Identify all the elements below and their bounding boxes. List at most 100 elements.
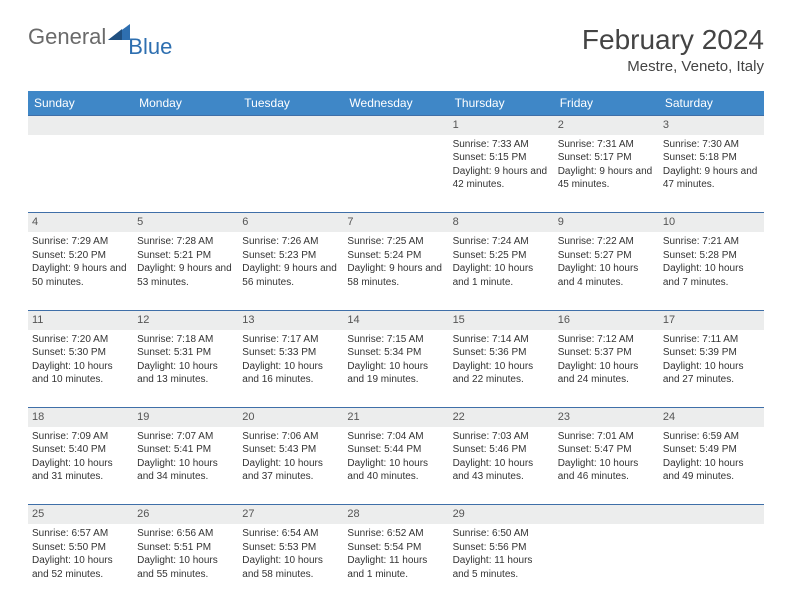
day-cell <box>238 135 343 213</box>
sunset-text: Sunset: 5:53 PM <box>242 541 339 555</box>
sunrise-text: Sunrise: 7:01 AM <box>558 430 655 444</box>
day-number: 3 <box>659 116 764 135</box>
sunrise-text: Sunrise: 7:15 AM <box>347 333 444 347</box>
sunset-text: Sunset: 5:34 PM <box>347 346 444 360</box>
daylight-text: Daylight: 9 hours and 56 minutes. <box>242 262 339 289</box>
sunrise-text: Sunrise: 7:25 AM <box>347 235 444 249</box>
day-number: 22 <box>449 408 554 427</box>
logo-text-blue: Blue <box>128 34 172 60</box>
day-number: 4 <box>28 213 133 232</box>
daylight-text: Daylight: 10 hours and 52 minutes. <box>32 554 129 581</box>
day-cell: Sunrise: 6:56 AMSunset: 5:51 PMDaylight:… <box>133 524 238 602</box>
daylight-text: Daylight: 10 hours and 13 minutes. <box>137 360 234 387</box>
day-number <box>343 116 448 135</box>
location: Mestre, Veneto, Italy <box>582 58 764 75</box>
daylight-text: Daylight: 10 hours and 1 minute. <box>453 262 550 289</box>
sunset-text: Sunset: 5:54 PM <box>347 541 444 555</box>
sunset-text: Sunset: 5:30 PM <box>32 346 129 360</box>
daylight-text: Daylight: 10 hours and 34 minutes. <box>137 457 234 484</box>
day-number <box>659 505 764 524</box>
sunset-text: Sunset: 5:47 PM <box>558 443 655 457</box>
weekday-header: Wednesday <box>343 91 448 116</box>
day-number: 5 <box>133 213 238 232</box>
sunrise-text: Sunrise: 6:59 AM <box>663 430 760 444</box>
day-number: 7 <box>343 213 448 232</box>
day-cell: Sunrise: 7:33 AMSunset: 5:15 PMDaylight:… <box>449 135 554 213</box>
daylight-text: Daylight: 10 hours and 40 minutes. <box>347 457 444 484</box>
sunset-text: Sunset: 5:24 PM <box>347 249 444 263</box>
day-number-row: 2526272829 <box>28 505 764 524</box>
day-number: 29 <box>449 505 554 524</box>
weekday-header: Saturday <box>659 91 764 116</box>
logo-triangle-icon <box>108 22 130 45</box>
day-cell: Sunrise: 7:09 AMSunset: 5:40 PMDaylight:… <box>28 427 133 505</box>
logo: General Blue <box>28 24 176 50</box>
day-cell: Sunrise: 7:12 AMSunset: 5:37 PMDaylight:… <box>554 330 659 408</box>
title-block: February 2024 Mestre, Veneto, Italy <box>582 24 764 75</box>
calendar-table: SundayMondayTuesdayWednesdayThursdayFrid… <box>28 91 764 602</box>
daylight-text: Daylight: 11 hours and 5 minutes. <box>453 554 550 581</box>
day-number: 12 <box>133 310 238 329</box>
daylight-text: Daylight: 10 hours and 10 minutes. <box>32 360 129 387</box>
day-cell: Sunrise: 7:25 AMSunset: 5:24 PMDaylight:… <box>343 232 448 310</box>
sunrise-text: Sunrise: 7:11 AM <box>663 333 760 347</box>
day-content-row: Sunrise: 7:33 AMSunset: 5:15 PM Daylight:… <box>28 135 764 213</box>
day-number: 14 <box>343 310 448 329</box>
weekday-header: Friday <box>554 91 659 116</box>
day-cell: Sunrise: 7:03 AMSunset: 5:46 PMDaylight:… <box>449 427 554 505</box>
day-cell: Sunrise: 7:30 AMSunset: 5:18 PMDaylight:… <box>659 135 764 213</box>
logo-text-general: General <box>28 24 106 50</box>
day-number-row: 18192021222324 <box>28 408 764 427</box>
sunset-text: Sunset: 5:40 PM <box>32 443 129 457</box>
daylight-text: Daylight: 10 hours and 4 minutes. <box>558 262 655 289</box>
daylight-text: Daylight: 9 hours and 50 minutes. <box>32 262 129 289</box>
sunset-text: Sunset: 5:23 PM <box>242 249 339 263</box>
day-number: 8 <box>449 213 554 232</box>
sunrise-text: Sunrise: 7:03 AM <box>453 430 550 444</box>
daylight-text: Daylight: 9 hours and 45 minutes. <box>558 165 655 192</box>
daylight-text: Daylight: 10 hours and 43 minutes. <box>453 457 550 484</box>
day-cell: Sunrise: 6:50 AMSunset: 5:56 PMDaylight:… <box>449 524 554 602</box>
sunrise-text: Sunrise: 6:57 AM <box>32 527 129 541</box>
day-cell: Sunrise: 6:54 AMSunset: 5:53 PMDaylight:… <box>238 524 343 602</box>
sunrise-text: Sunrise: 7:31 AM <box>558 138 655 152</box>
sunrise-text: Sunrise: 7:04 AM <box>347 430 444 444</box>
day-cell <box>28 135 133 213</box>
sunrise-text: Sunrise: 7:26 AM <box>242 235 339 249</box>
day-number: 23 <box>554 408 659 427</box>
day-number: 25 <box>28 505 133 524</box>
sunrise-text: Sunrise: 7:33 AM <box>453 138 550 152</box>
sunset-text: Sunset: 5:20 PM <box>32 249 129 263</box>
daylight-text: Daylight: 10 hours and 55 minutes. <box>137 554 234 581</box>
day-cell: Sunrise: 7:15 AMSunset: 5:34 PMDaylight:… <box>343 330 448 408</box>
sunrise-text: Sunrise: 7:29 AM <box>32 235 129 249</box>
weekday-header-row: SundayMondayTuesdayWednesdayThursdayFrid… <box>28 91 764 116</box>
day-number: 15 <box>449 310 554 329</box>
day-content-row: Sunrise: 7:20 AMSunset: 5:30 PMDaylight:… <box>28 330 764 408</box>
sunset-text: Sunset: 5:28 PM <box>663 249 760 263</box>
sunset-text: Sunset: 5:17 PM <box>558 151 655 165</box>
day-cell: Sunrise: 7:07 AMSunset: 5:41 PMDaylight:… <box>133 427 238 505</box>
month-title: February 2024 <box>582 24 764 56</box>
sunset-text: Sunset: 5:15 PM <box>453 151 550 165</box>
day-cell: Sunrise: 7:21 AMSunset: 5:28 PMDaylight:… <box>659 232 764 310</box>
sunrise-text: Sunrise: 7:17 AM <box>242 333 339 347</box>
daylight-text: Daylight: 11 hours and 1 minute. <box>347 554 444 581</box>
sunrise-text: Sunrise: 6:56 AM <box>137 527 234 541</box>
day-cell: Sunrise: 7:31 AMSunset: 5:17 PMDaylight:… <box>554 135 659 213</box>
daylight-text: Daylight: 10 hours and 31 minutes. <box>32 457 129 484</box>
day-number: 16 <box>554 310 659 329</box>
day-cell: Sunrise: 7:22 AMSunset: 5:27 PMDaylight:… <box>554 232 659 310</box>
daylight-text: Daylight: 10 hours and 49 minutes. <box>663 457 760 484</box>
day-number <box>28 116 133 135</box>
day-cell: Sunrise: 7:29 AMSunset: 5:20 PMDaylight:… <box>28 232 133 310</box>
day-cell: Sunrise: 7:06 AMSunset: 5:43 PMDaylight:… <box>238 427 343 505</box>
day-number: 19 <box>133 408 238 427</box>
weekday-header: Monday <box>133 91 238 116</box>
day-cell <box>343 135 448 213</box>
day-number-row: 45678910 <box>28 213 764 232</box>
day-cell <box>659 524 764 602</box>
day-number: 20 <box>238 408 343 427</box>
day-number-row: 123 <box>28 116 764 135</box>
daylight-text: Daylight: 10 hours and 24 minutes. <box>558 360 655 387</box>
